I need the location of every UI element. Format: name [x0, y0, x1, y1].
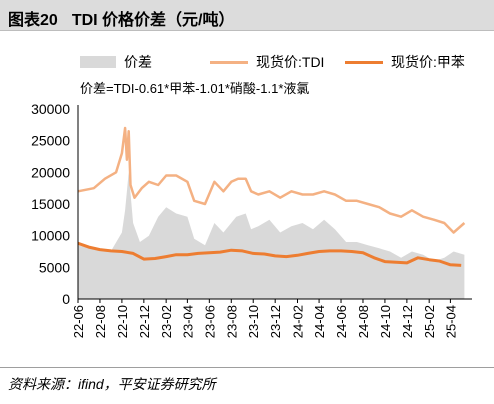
legend-label-toluene: 现货价:甲苯 — [391, 54, 465, 70]
legend-item-spread: 价差 — [80, 52, 152, 72]
chart-title: 图表20 TDI 价格价差（元/吨） — [8, 6, 234, 30]
x-tick-label: 23-06 — [202, 305, 217, 338]
x-tick-label: 22-06 — [71, 305, 86, 338]
series-area-spread — [78, 172, 465, 299]
legend-swatch-tdi — [210, 60, 248, 64]
y-tick-label: 15000 — [31, 196, 70, 212]
source-note: 资料来源：ifind，平安证券研究所 — [8, 376, 216, 392]
x-tick-label: 23-12 — [268, 305, 283, 338]
legend-item-tdi: 现货价:TDI — [210, 52, 324, 72]
y-tick-label: 25000 — [31, 133, 70, 149]
x-tick-label: 23-08 — [224, 305, 239, 338]
x-tick-label: 24-10 — [378, 305, 393, 338]
legend-item-toluene: 现货价:甲苯 — [345, 52, 465, 72]
x-tick-label: 22-12 — [137, 305, 152, 338]
x-tick-label: 24-04 — [312, 305, 327, 338]
title-text: TDI 价格价差（元/吨） — [71, 12, 235, 29]
formula-note: 价差=TDI-0.61*甲苯-1.01*硝酸-1.1*液氯 — [80, 81, 310, 96]
series-line-toluene — [77, 241, 462, 267]
x-tick-label: 24-08 — [356, 305, 371, 338]
x-tick-label: 25-04 — [443, 305, 458, 338]
y-tick-label: 0 — [62, 291, 70, 307]
y-tick-label: 5000 — [39, 259, 70, 275]
y-tick-label: 30000 — [31, 101, 70, 117]
x-tick-label: 23-02 — [159, 305, 174, 338]
footer-divider — [0, 367, 494, 368]
x-tick-label: 22-10 — [115, 305, 130, 338]
x-tick-label: 24-12 — [400, 305, 415, 338]
legend-label-spread: 价差 — [124, 54, 152, 70]
legend-swatch-spread — [80, 56, 116, 68]
x-tick-label: 25-02 — [422, 305, 437, 338]
x-tick-label: 22-08 — [93, 305, 108, 338]
y-tick-label: 10000 — [31, 228, 70, 244]
legend-swatch-toluene — [345, 60, 383, 64]
y-tick-label: 20000 — [31, 164, 70, 180]
legend-label-tdi: 现货价:TDI — [256, 54, 325, 70]
x-tick-label: 23-10 — [246, 305, 261, 338]
x-tick-label: 24-02 — [290, 305, 305, 338]
series-line-tdi — [77, 126, 466, 234]
x-tick-label: 24-06 — [334, 305, 349, 338]
header-bar: 图表20 TDI 价格价差（元/吨） — [0, 0, 494, 31]
figure-number: 图表20 — [8, 12, 58, 29]
x-tick-label: 23-04 — [180, 305, 195, 338]
